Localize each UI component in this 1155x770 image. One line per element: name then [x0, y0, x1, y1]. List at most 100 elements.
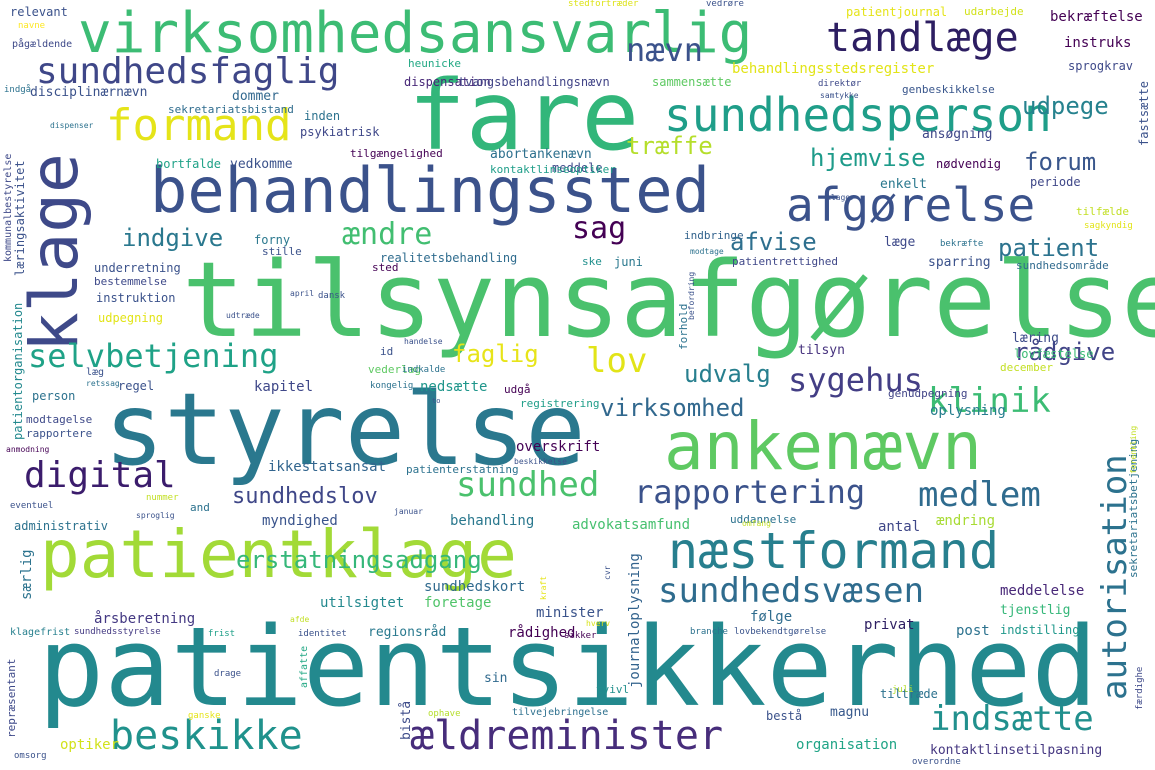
- word: oplysning: [930, 403, 1006, 419]
- word: instruks: [1064, 35, 1132, 51]
- word: virksomhedsansvarlig: [78, 1, 753, 66]
- word: regel: [118, 379, 155, 393]
- word: tilvejebringelse: [512, 707, 609, 718]
- word: formand: [106, 100, 292, 151]
- word: kraft: [539, 575, 548, 600]
- word: stille: [262, 245, 302, 258]
- word: sundhed: [456, 465, 600, 505]
- word: kongelig: [370, 381, 414, 391]
- word: klinik: [928, 381, 1051, 421]
- word: beskikkelse: [514, 457, 567, 466]
- word: ændre: [342, 217, 433, 252]
- word: tilgængelighed: [350, 147, 443, 160]
- word: sundhedsfaglig: [36, 51, 340, 92]
- word: sprogkrav: [1068, 59, 1134, 73]
- word: ske: [582, 255, 602, 268]
- word: juni: [614, 255, 643, 269]
- word: juli: [892, 685, 914, 695]
- word: hverv: [586, 619, 611, 628]
- word: foretage: [424, 595, 492, 611]
- word: indstilling: [1000, 623, 1080, 637]
- word: faglig: [452, 340, 539, 368]
- word: bekræftelse: [1050, 9, 1143, 25]
- word: træffe: [626, 132, 713, 160]
- word: forny: [254, 233, 291, 247]
- word: styrelse: [104, 371, 586, 488]
- word: underretning: [94, 261, 181, 275]
- word: branche: [690, 627, 728, 637]
- word: sagkyndig: [1084, 221, 1133, 231]
- word: instruktion: [96, 291, 176, 305]
- word: tilsyn: [798, 343, 845, 358]
- word: afgørelse: [786, 178, 1036, 232]
- word: indkalde: [402, 365, 446, 375]
- word: patientrettighed: [732, 255, 838, 268]
- word: bestå: [766, 709, 803, 723]
- word: beskikke: [110, 713, 303, 759]
- word: rådighed: [508, 625, 576, 641]
- word: udtræde: [226, 311, 260, 320]
- word: udvalg: [684, 360, 771, 388]
- word: indbringe: [684, 229, 744, 242]
- word: abortankenævn: [490, 147, 592, 162]
- word: heunicke: [408, 57, 461, 70]
- word: tvangsbehandlingsnævn: [458, 75, 610, 89]
- word: indgå: [4, 85, 32, 95]
- word: anmodning: [6, 445, 50, 454]
- word: psykiatrisk: [300, 125, 380, 139]
- word: patienterstatning: [406, 463, 519, 476]
- word: befordring: [687, 271, 696, 320]
- word: færdighe: [1135, 666, 1145, 710]
- word: sundhedskort: [424, 579, 526, 595]
- word: ansøgning: [922, 127, 993, 142]
- word: nedsætte: [420, 379, 488, 395]
- word: disciplinærnævn: [30, 85, 148, 100]
- word: overordne: [912, 757, 961, 767]
- word: patientjournal: [846, 5, 948, 19]
- word: vedkomme: [230, 157, 293, 172]
- word: and: [190, 501, 210, 514]
- word: læringsaktivitet: [13, 160, 27, 276]
- word: klagefrist: [10, 627, 71, 638]
- word: modtage: [690, 247, 724, 256]
- word: ankenævn: [664, 408, 982, 485]
- word: ændring: [936, 513, 996, 529]
- word: dansk: [318, 291, 346, 301]
- word: særlig: [19, 549, 35, 600]
- word: nævn: [626, 31, 704, 69]
- word: to: [432, 397, 441, 405]
- word: person: [32, 389, 76, 403]
- word: relevant: [10, 5, 68, 19]
- word: frist: [208, 629, 236, 639]
- word: id: [380, 345, 394, 358]
- word: udarbejde: [964, 5, 1024, 18]
- word: enkelt: [880, 177, 927, 192]
- word: patientklage: [40, 516, 517, 593]
- word: genudpegning: [888, 387, 968, 400]
- word: klage: [16, 153, 93, 352]
- word: privat: [864, 617, 915, 633]
- word: afde: [290, 615, 310, 624]
- word: hjemvise: [810, 144, 926, 172]
- word: tjenstlig: [1000, 603, 1071, 618]
- word: virksomhed: [600, 394, 745, 422]
- word: sundhedslov: [232, 484, 378, 509]
- word: behandlingssted: [150, 154, 710, 227]
- word: eventuel: [10, 501, 54, 511]
- word: læring: [1012, 331, 1059, 346]
- word: dispenser: [50, 121, 94, 130]
- word: direktør: [818, 79, 862, 89]
- word: ganske: [188, 711, 221, 721]
- word: sparring: [928, 255, 991, 270]
- word: forenkling: [1129, 425, 1138, 474]
- word: advokatsamfund: [572, 517, 691, 533]
- word: meddelelse: [1000, 583, 1085, 599]
- word: sammensætte: [652, 75, 732, 89]
- word: klager: [826, 193, 855, 202]
- word: uddannelse: [730, 513, 797, 526]
- word: magnu: [830, 705, 870, 720]
- word: bistå: [399, 700, 414, 740]
- word: rådgive: [1014, 338, 1116, 366]
- word: modtagelse: [26, 413, 93, 426]
